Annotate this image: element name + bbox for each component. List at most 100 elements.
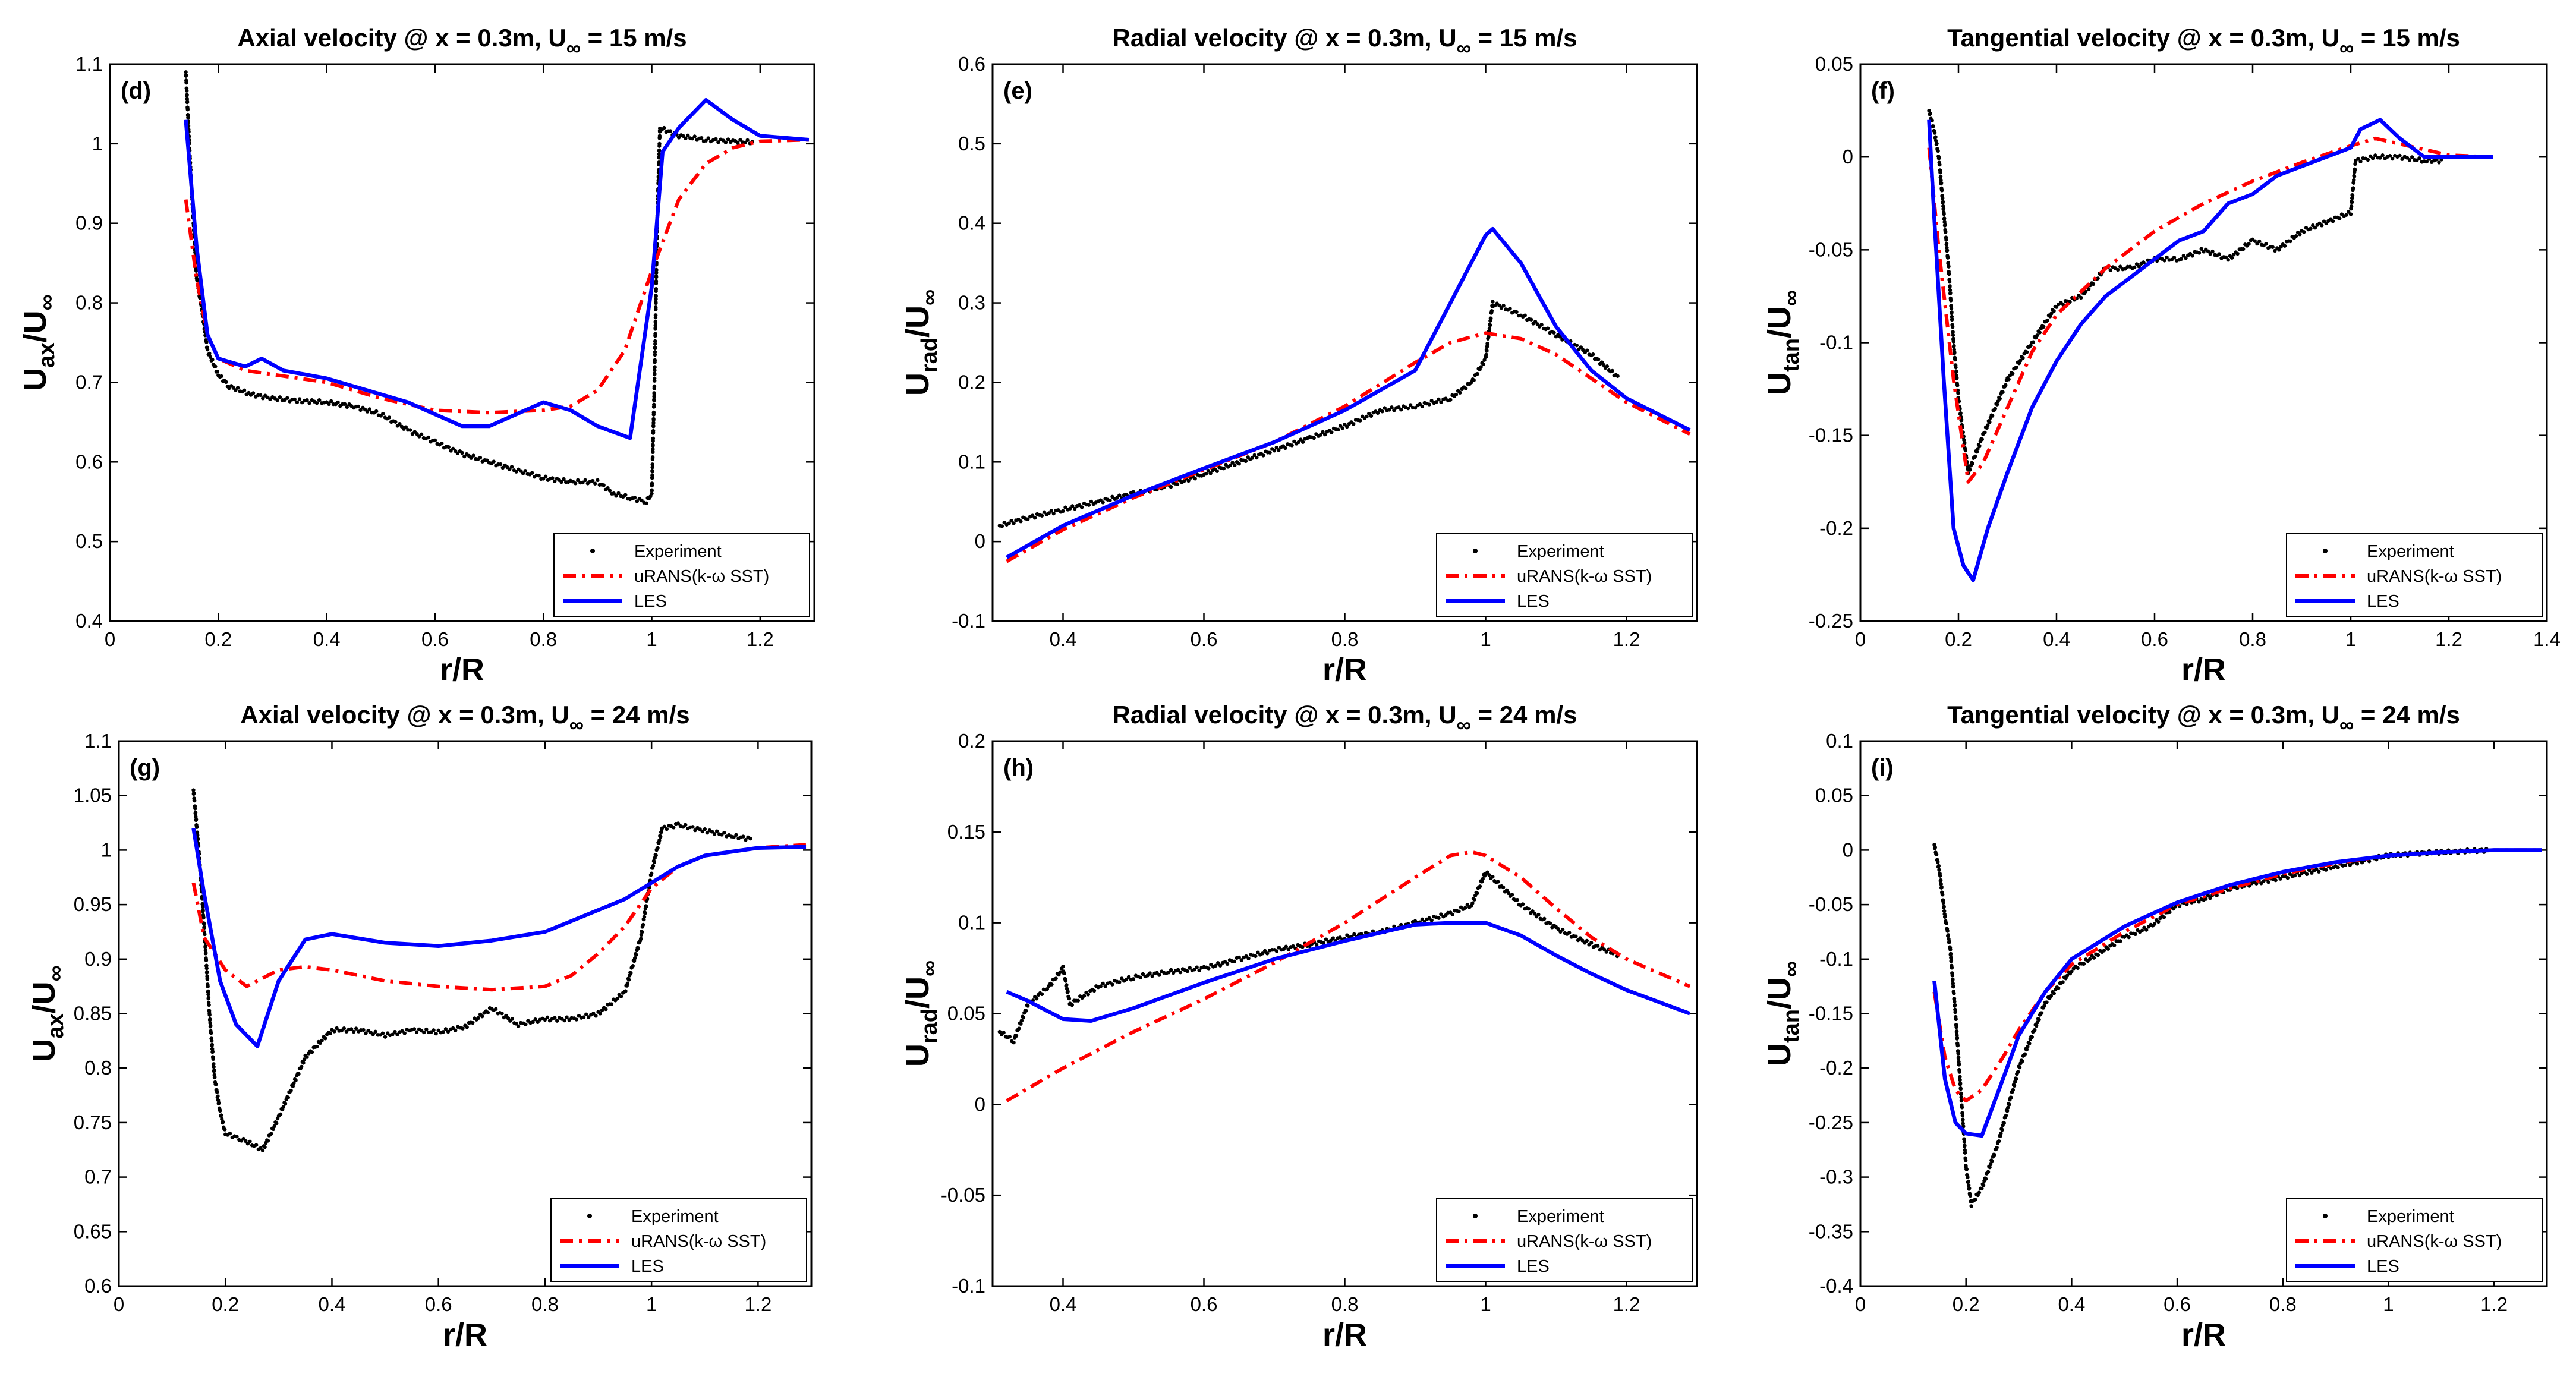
x-tick-label: 0.4	[2058, 1293, 2085, 1315]
experiment-point	[1942, 909, 1947, 913]
experiment-point	[2320, 223, 2324, 228]
experiment-point	[1535, 322, 1539, 326]
experiment-point	[1281, 947, 1286, 951]
y-tick-label: 0.15	[947, 821, 985, 843]
experiment-point	[201, 915, 206, 920]
experiment-point	[486, 1010, 490, 1014]
experiment-point	[1233, 463, 1237, 467]
experiment-point	[320, 1038, 324, 1043]
experiment-point	[1615, 374, 1620, 378]
experiment-point	[650, 473, 654, 478]
experiment-point	[441, 1029, 446, 1034]
experiment-point	[652, 402, 656, 407]
urans-line	[1006, 331, 1691, 563]
experiment-point	[1193, 477, 1197, 481]
experiment-point	[2390, 156, 2395, 161]
experiment-point	[1126, 975, 1131, 979]
experiment-point	[1945, 248, 1950, 253]
experiment-point	[1472, 378, 1476, 382]
experiment-point	[205, 976, 210, 981]
experiment-point	[665, 827, 669, 831]
experiment-point	[2165, 255, 2169, 260]
experiment-point	[2184, 256, 2188, 260]
legend: Experiment uRANS(k-ω SST) LES	[553, 533, 810, 617]
y-tick-label: -0.3	[1819, 1166, 1853, 1188]
experiment-point	[1508, 306, 1512, 311]
experiment-point	[1501, 304, 1506, 308]
experiment-point	[1962, 1137, 1966, 1141]
experiment-point	[1274, 445, 1278, 450]
experiment-point	[1930, 118, 1934, 123]
experiment-point	[476, 1016, 481, 1020]
experiment-point	[1574, 934, 1578, 938]
experiment-point	[1958, 1086, 1963, 1091]
experiment-point	[1937, 155, 1941, 160]
experiment-point	[1225, 962, 1230, 966]
experiment-point	[2079, 295, 2083, 300]
experiment-point	[506, 1016, 511, 1020]
experiment-point	[651, 410, 656, 415]
experiment-point	[1532, 912, 1536, 916]
experiment-point	[339, 1028, 344, 1033]
experiment-point	[1949, 958, 1954, 963]
experiment-point	[596, 478, 600, 483]
experiment-point	[300, 1064, 304, 1069]
experiment-point	[1942, 220, 1947, 224]
experiment-point	[531, 1020, 535, 1025]
experiment-point	[1475, 891, 1479, 896]
experiment-point	[208, 1017, 212, 1022]
experiment-point	[2038, 330, 2042, 335]
experiment-point	[185, 89, 189, 93]
experiment-point	[2331, 219, 2335, 223]
experiment-point	[2087, 957, 2092, 962]
experiment-point	[433, 438, 437, 443]
experiment-point	[1230, 461, 1235, 465]
experiment-point	[2208, 896, 2212, 900]
experiment-point	[1413, 405, 1418, 410]
experiment-point	[2347, 210, 2351, 214]
experiment-point	[1955, 376, 1959, 380]
experiment-point	[2133, 932, 2137, 937]
x-axis-label: r/R	[440, 652, 484, 688]
experiment-point	[1061, 964, 1065, 969]
experiment-point	[323, 1036, 327, 1041]
experiment-point	[651, 447, 655, 451]
experiment-point	[2343, 863, 2347, 867]
experiment-point	[1985, 423, 1990, 427]
experiment-point	[1261, 951, 1265, 956]
experiment-point	[1939, 882, 1943, 886]
experiment-point	[652, 392, 656, 396]
y-tick-label: 0.95	[74, 893, 112, 915]
experiment-point	[653, 327, 657, 331]
experiment-point	[1406, 406, 1410, 411]
experiment-point	[1246, 956, 1251, 960]
experiment-point	[2045, 1000, 2049, 1004]
experiment-point	[203, 932, 207, 937]
experiment-point	[283, 1102, 288, 1106]
experiment-point	[278, 1112, 283, 1117]
experiment-point	[2424, 159, 2429, 164]
experiment-point	[207, 1013, 212, 1017]
experiment-point	[1216, 961, 1220, 965]
experiment-point	[354, 1026, 358, 1031]
panel-tag: (f)	[1871, 78, 1895, 104]
experiment-point	[594, 1014, 598, 1018]
experiment-point	[1996, 399, 2000, 404]
experiment-point	[351, 1029, 356, 1034]
experiment-point	[1157, 973, 1161, 977]
experiment-point	[1939, 885, 1944, 889]
experiment-point	[206, 984, 210, 989]
experiment-point	[1197, 968, 1201, 972]
experiment-point	[2052, 991, 2056, 995]
experiment-point	[202, 925, 206, 929]
experiment-point	[204, 340, 209, 344]
experiment-point	[1286, 947, 1290, 951]
experiment-point	[631, 964, 635, 968]
experiment-point	[509, 465, 514, 469]
experiment-point	[553, 1016, 557, 1020]
experiment-point	[648, 494, 653, 499]
experiment-point	[651, 421, 656, 425]
experiment-point	[1951, 333, 1955, 338]
experiment-point	[2311, 223, 2315, 228]
experiment-point	[2353, 168, 2357, 172]
